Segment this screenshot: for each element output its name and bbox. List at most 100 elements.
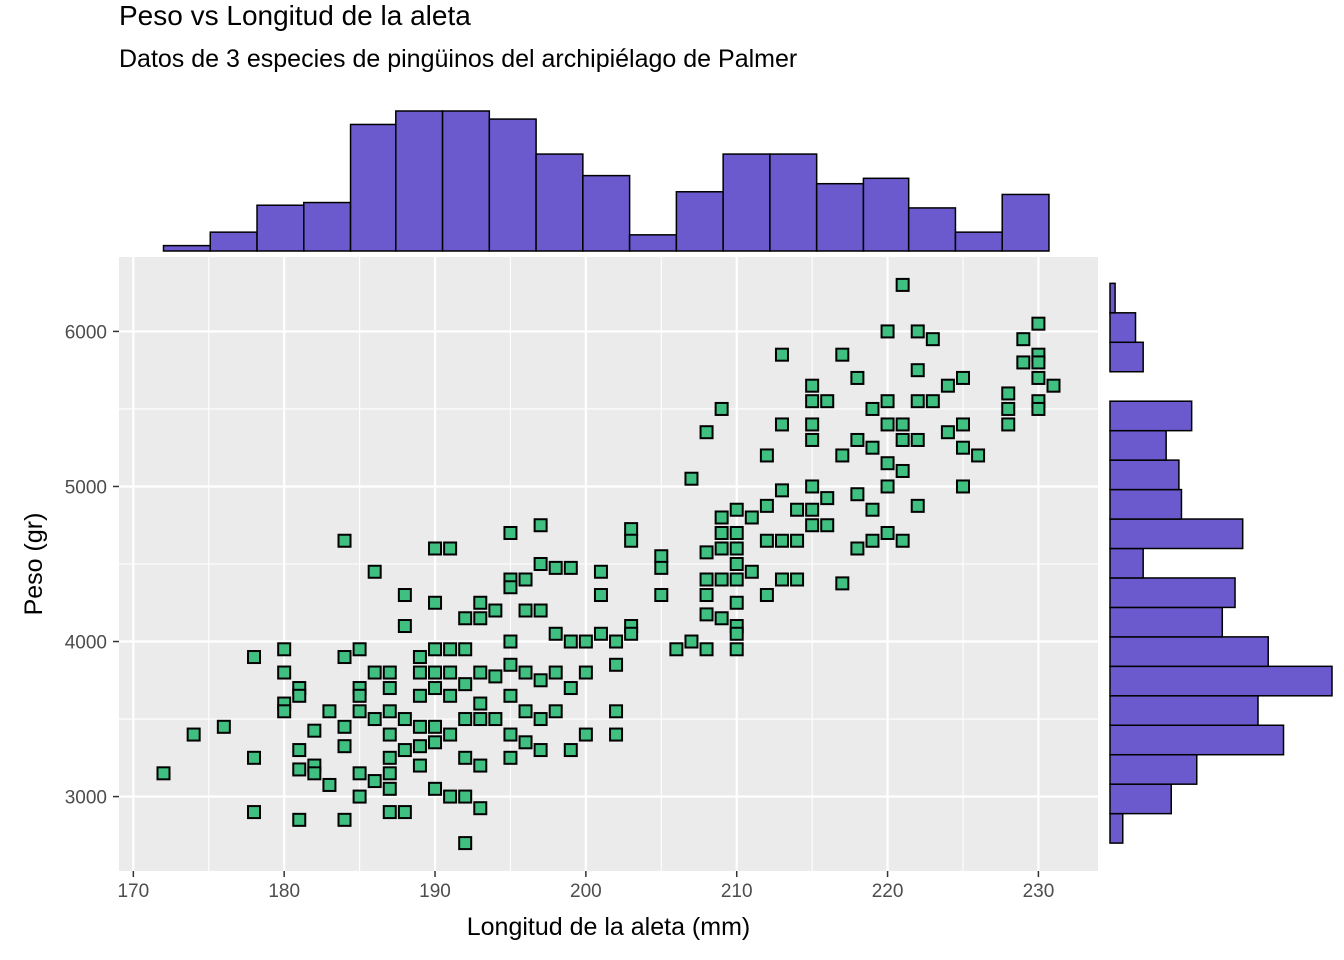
y-histogram-bar <box>1109 341 1144 373</box>
scatter-points <box>156 277 1061 851</box>
scatter-point <box>925 394 940 409</box>
scatter-point <box>473 712 488 727</box>
scatter-point <box>971 448 986 463</box>
scatter-point <box>367 774 382 789</box>
scatter-point <box>307 766 322 781</box>
scatter-point <box>880 324 895 339</box>
scatter-point <box>805 417 820 432</box>
scatter-point <box>699 607 714 622</box>
scatter-point <box>412 688 427 703</box>
y-histogram-bar <box>1109 400 1193 432</box>
scatter-point <box>624 522 639 537</box>
scatter-point <box>443 665 458 680</box>
scatter-point <box>593 588 608 603</box>
scatter-point <box>714 611 729 626</box>
scatter-point <box>910 432 925 447</box>
y-histogram-bar <box>1109 282 1116 314</box>
x-tick-label: 190 <box>419 881 451 902</box>
x-histogram-bar <box>722 153 771 252</box>
scatter-point <box>443 789 458 804</box>
scatter-point <box>533 518 548 533</box>
scatter-point <box>277 642 292 657</box>
x-histogram-bar <box>303 201 352 252</box>
x-tick-label: 180 <box>268 881 300 902</box>
scatter-point <box>382 766 397 781</box>
scatter-point <box>593 626 608 641</box>
x-histogram-bar <box>675 191 724 252</box>
scatter-point <box>412 758 427 773</box>
scatter-point <box>443 642 458 657</box>
x-tick-label: 170 <box>117 881 149 902</box>
scatter-point <box>774 417 789 432</box>
scatter-point <box>563 743 578 758</box>
x-tick-label: 220 <box>872 881 904 902</box>
scatter-point <box>518 704 533 719</box>
scatter-point <box>865 440 880 455</box>
x-histogram-bar <box>769 153 818 252</box>
scatter-point <box>337 812 352 827</box>
scatter-point <box>880 394 895 409</box>
scatter-point <box>910 324 925 339</box>
scatter-point <box>292 688 307 703</box>
x-tick-label: 200 <box>570 881 602 902</box>
scatter-point <box>1016 355 1031 370</box>
scatter-point <box>352 789 367 804</box>
scatter-point <box>382 805 397 820</box>
scatter-point <box>428 665 443 680</box>
scatter-point <box>473 665 488 680</box>
scatter-point <box>880 525 895 540</box>
y-tick-label: 3000 <box>65 788 107 809</box>
scatter-point <box>367 665 382 680</box>
x-histogram-bar <box>349 123 397 252</box>
scatter-point <box>428 681 443 696</box>
scatter-point <box>790 502 805 517</box>
scatter-point <box>367 712 382 727</box>
scatter-point <box>458 677 473 692</box>
scatter-point <box>1031 355 1046 370</box>
scatter-point <box>473 758 488 773</box>
y-histogram-bar <box>1109 577 1236 609</box>
chart-subtitle: Datos de 3 especies de pingüinos del arc… <box>119 45 798 73</box>
y-tick-label: 5000 <box>65 477 107 498</box>
scatter-point <box>458 750 473 765</box>
scatter-point <box>1031 370 1046 385</box>
y-histogram-bar <box>1109 488 1183 520</box>
scatter-point <box>865 502 880 517</box>
scatter-point <box>925 332 940 347</box>
scatter-point <box>895 432 910 447</box>
scatter-point <box>412 719 427 734</box>
scatter-point <box>428 781 443 796</box>
scatter-point <box>533 557 548 571</box>
scatter-point <box>412 739 427 754</box>
scatter-point <box>503 688 518 703</box>
scatter-point <box>895 417 910 432</box>
scatter-point <box>940 425 955 440</box>
scatter-point <box>382 727 397 742</box>
scatter-point <box>443 541 458 556</box>
marginal-y-histogram <box>1109 282 1333 844</box>
x-histogram-bar <box>488 118 537 252</box>
y-histogram-bar <box>1109 665 1333 697</box>
y-histogram-bar <box>1109 606 1224 638</box>
scatter-point <box>880 417 895 432</box>
scatter-point <box>609 634 624 649</box>
scatter-point <box>774 483 789 498</box>
scatter-point <box>774 533 789 548</box>
scatter-point <box>654 549 669 564</box>
x-histogram-bar <box>256 204 305 252</box>
scatter-point <box>895 533 910 548</box>
x-histogram-bar <box>1001 193 1050 252</box>
scatter-point <box>397 619 412 634</box>
scatter-point <box>835 448 850 463</box>
scatter-point <box>548 626 563 641</box>
scatter-point <box>443 727 458 742</box>
scatter-point <box>805 518 820 533</box>
scatter-point <box>533 743 548 758</box>
scatter-point <box>1001 401 1016 416</box>
scatter-point <box>397 588 412 603</box>
scatter-point <box>865 401 880 416</box>
scatter-point <box>699 545 714 560</box>
scatter-point <box>729 541 744 556</box>
x-histogram-bar <box>907 207 957 252</box>
y-histogram-bar <box>1109 518 1244 550</box>
